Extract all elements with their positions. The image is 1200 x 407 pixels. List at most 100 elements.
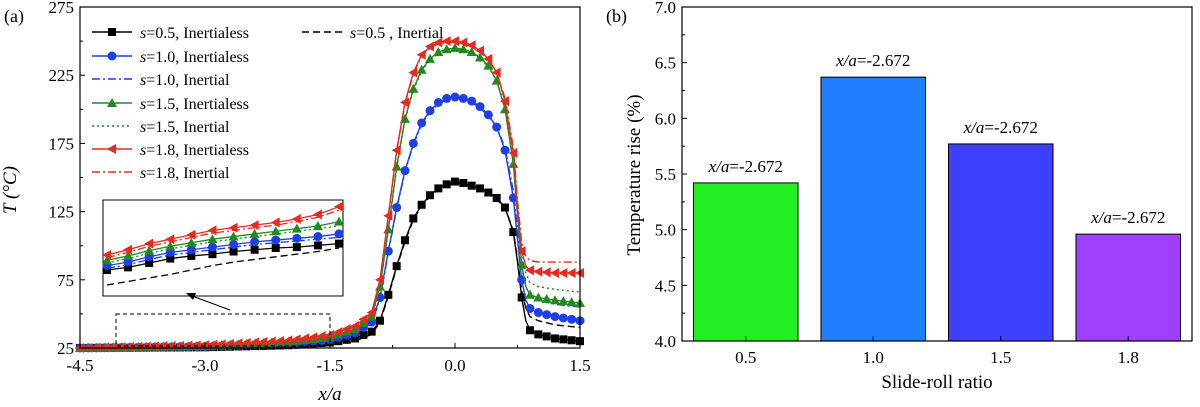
marker-s15_nl [458,44,469,54]
marker-s18_nl [300,333,309,344]
marker-s05_nl [434,184,443,193]
inset-marker-s15_nl [186,237,197,247]
panel-a-x-axis-label: x/a [317,384,341,405]
inset-marker-s05_nl [250,245,259,254]
marker-s10_nl [450,92,460,102]
y-tick-label: 125 [49,203,75,222]
inset-marker-s18_nl [186,229,196,240]
marker-s05_nl [451,177,459,186]
marker-s10_nl [542,310,552,320]
series-line-s18_in [79,41,580,349]
inset-line-s05_in [106,247,340,286]
marker-s18_nl [333,327,343,338]
marker-s18_nl [116,342,126,353]
panel-b-bars: x/a=-2.672 x/a=-2.672 x/a=-2.672 x/a=-2.672 [692,51,1182,342]
legend-label-s18_nl: s=1.8, Inertialess [140,142,249,159]
marker-s05_nl [526,326,534,335]
x-tick-label: 1.0 [863,348,884,367]
y-tick-label: 5.0 [655,221,676,240]
marker-s18_nl [366,307,376,318]
marker-s05_nl [559,335,568,344]
marker-s18_nl [508,147,518,158]
marker-s18_nl [391,145,401,156]
inset-marker-s15_nl [165,241,176,251]
y-tick-label: 225 [49,66,75,85]
marker-s05_nl [517,293,526,302]
panel-b-x-axis-label: Slide-roll ratio [881,372,992,393]
marker-s18_nl [350,321,359,332]
marker-s15_nl [466,47,477,57]
marker-s10_nl [567,314,577,324]
marker-s18_nl [375,274,384,285]
marker-s18_nl [233,338,243,349]
marker-s10_nl [458,93,468,103]
marker-s10_nl [433,97,443,107]
marker-s18_nl [133,341,143,352]
inset-marker-s15_nl [270,226,281,236]
marker-s05_nl [367,327,376,336]
bar-0.5 [692,182,799,342]
series-line-s10_in [79,97,581,349]
marker-s05_nl [342,335,351,344]
marker-s18_nl [308,332,318,343]
panel-a-inset [102,199,344,297]
bar-1.0 [820,76,927,342]
marker-s18_nl [316,331,326,342]
panel-b: (b) x/a=-2.672x/a=-2.672x/a=-2.672x/a=-2… [606,0,1193,393]
inset-marker-s05_nl [208,250,217,259]
inset-marker-s18_nl [334,201,343,212]
marker-s10_nl [525,303,535,313]
marker-s18_nl [291,334,301,345]
legend-label-s10_in: s=1.0, Inertial [140,72,230,89]
inset-marker-s18_nl [312,209,322,220]
inset-marker-s15_nl [249,228,260,238]
marker-s18_nl [433,37,443,48]
marker-s18_nl [216,339,226,350]
marker-s05_nl [567,336,576,345]
legend-label-s15_nl: s=1.5, Inertialess [140,96,249,113]
marker-s10_nl [475,102,485,112]
inset-marker-s10_nl [271,235,281,245]
legend-marker-s05_nl [108,28,116,36]
inset-marker-s15_nl [102,255,112,265]
marker-s15_nl [433,47,444,57]
marker-s15_nl [450,42,460,52]
panel-a-label: (a) [4,6,24,27]
marker-s10_nl [558,313,568,323]
x-tick-label: -1.5 [317,356,344,375]
marker-s18_nl [466,40,476,51]
marker-s18_nl [416,49,426,60]
marker-s18_nl [283,335,293,346]
marker-s05_nl [409,214,418,223]
marker-s05_nl [459,178,468,187]
marker-s18_nl [558,267,568,278]
inset-marker-s18_nl [207,225,217,236]
inset-marker-s05_nl [187,251,196,260]
legend-label-s10_nl: s=1.0, Inertialess [140,49,249,66]
y-tick-label: 5.5 [655,165,676,184]
marker-s10_nl [533,308,543,318]
marker-s05_nl [542,332,551,341]
marker-s10_nl [550,312,560,322]
marker-s18_nl [450,36,459,47]
series-line-s15_in [79,48,581,349]
marker-s18_nl [266,336,276,347]
panel-b-label: (b) [606,6,627,27]
marker-s15_nl [550,295,560,305]
series-line-s15_nl [79,47,581,349]
marker-s10_nl [392,203,402,213]
marker-s15_nl [525,289,535,299]
bar-label: x/a=-2.672 [963,118,1038,137]
marker-s05_nl [351,334,359,343]
marker-s05_nl [442,180,451,189]
inset-marker-s05_nl [313,241,322,250]
x-tick-label: 0.0 [444,356,465,375]
panel-a-y-axis-label: T (°C) [0,166,21,214]
y-tick-label: 75 [57,271,74,290]
inset-marker-s05_nl [145,258,154,267]
marker-s05_nl [467,181,476,190]
panel-a: (a) -4.5 -3.0 -1.5 0.0 1.5 2575125175225275 … [0,0,591,405]
y-tick-label: 4.5 [655,276,676,295]
marker-s18_nl [566,267,576,278]
